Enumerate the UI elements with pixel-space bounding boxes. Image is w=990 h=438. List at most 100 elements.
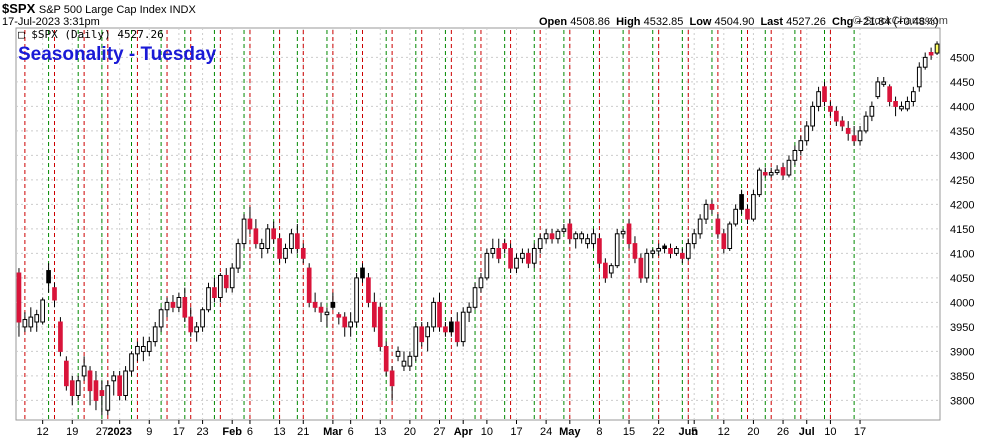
x-tick-label: Jun	[678, 426, 698, 438]
symbol: $SPX	[2, 1, 36, 16]
x-tick-label: 21	[297, 426, 309, 438]
y-tick-label: 4250	[950, 175, 974, 187]
candle-body	[259, 243, 265, 250]
last-label: Last	[760, 16, 784, 28]
candle-body	[129, 353, 134, 372]
candle-body	[751, 194, 756, 220]
x-tick-label: 20	[404, 426, 416, 438]
candle-body	[887, 86, 892, 103]
candle-body	[561, 228, 567, 232]
candle-body	[69, 380, 75, 396]
low-value: 4504.90	[714, 16, 755, 28]
candle-body	[383, 346, 389, 372]
y-tick-label: 4300	[950, 150, 974, 162]
candle-body	[502, 243, 507, 250]
candle-body	[34, 314, 40, 323]
candle-body	[223, 274, 229, 289]
candle-body	[638, 257, 644, 279]
candle-body	[656, 248, 661, 252]
x-tick-label: Feb	[222, 426, 242, 438]
x-tick-label: May	[559, 426, 581, 438]
x-tick-label: Mar	[323, 426, 343, 438]
candle-body	[703, 203, 709, 220]
last-value: 4527.26	[786, 16, 826, 28]
y-tick-label: 4100	[950, 248, 974, 260]
x-tick-label: 13	[374, 426, 386, 438]
candle-body	[786, 159, 792, 176]
candle-body	[330, 301, 336, 308]
ohlc-readout: Open 4508.86 High 4532.85 Low 4504.90 La…	[539, 16, 938, 28]
open-label: Open	[539, 16, 568, 28]
candle-body	[306, 267, 312, 303]
candle-body	[680, 252, 685, 259]
x-tick-label: 22	[653, 426, 665, 438]
candle-body	[146, 341, 152, 352]
candle-body	[668, 248, 673, 254]
candle-body	[401, 360, 407, 367]
candle-body	[419, 326, 425, 343]
candle-body	[443, 326, 448, 333]
candle-body	[810, 105, 815, 127]
candle-body	[881, 81, 887, 85]
candle-body	[413, 326, 419, 357]
candle-body	[247, 218, 253, 230]
candle-body	[928, 52, 934, 56]
x-tick-label: 8	[596, 426, 602, 438]
chg-value: +21.84 (+0.48%)	[856, 16, 939, 28]
candle-body	[798, 140, 804, 151]
x-tick-label: 17	[510, 426, 522, 438]
candle-body	[158, 309, 164, 328]
candle-body	[194, 326, 199, 333]
candle-body	[46, 270, 51, 284]
candle-body	[81, 365, 87, 377]
y-tick-label: 3900	[950, 346, 974, 358]
chart-datetime: 17-Jul-2023 3:31pm	[2, 16, 100, 28]
y-tick-label: 4000	[950, 297, 974, 309]
candle-body	[922, 56, 928, 68]
candle-body	[911, 91, 916, 102]
series-legend: □ $SPX (Daily) 4527.26	[18, 28, 164, 41]
x-tick-label: 27	[96, 426, 108, 438]
candle-body	[99, 390, 105, 397]
chart-grid	[15, 27, 941, 421]
candle-body	[573, 233, 579, 240]
candle-body	[620, 230, 626, 235]
candle-body	[650, 250, 656, 254]
x-tick-label: 15	[623, 426, 635, 438]
candle-body	[283, 248, 288, 259]
candle-body	[449, 321, 454, 333]
y-tick-label: 4150	[950, 224, 974, 236]
x-axis: 12 19 27 2023 9 17 23 Feb 6 13 21 Mar 6 13 20 27 Apr 10 17…	[37, 420, 866, 438]
candle-body	[395, 350, 401, 357]
candle-body	[229, 267, 235, 289]
candle-body	[585, 238, 590, 245]
candle-body	[614, 233, 620, 267]
candle-body	[715, 218, 721, 235]
candle-body	[117, 375, 122, 396]
candle-body	[762, 172, 768, 176]
candle-body	[93, 380, 99, 401]
candle-body	[591, 233, 596, 245]
candle-body	[366, 277, 371, 303]
candle-body	[555, 230, 561, 240]
candle-body	[360, 267, 365, 279]
x-tick-label: 24	[540, 426, 552, 438]
candle-body	[537, 238, 543, 249]
candle-body	[235, 243, 241, 269]
candle-body	[851, 135, 857, 142]
x-tick-label: 13	[273, 426, 285, 438]
candle-body	[271, 228, 276, 240]
candle-body	[626, 223, 632, 245]
candle-body	[916, 66, 922, 88]
candle-body	[721, 233, 727, 250]
candle-body	[318, 306, 324, 313]
candle-body	[632, 243, 638, 259]
x-tick-label: Jul	[799, 426, 815, 438]
candle-body	[780, 167, 786, 176]
candle-body	[277, 238, 282, 259]
candle-body	[567, 223, 573, 240]
candle-body	[490, 248, 496, 254]
candle-body	[893, 101, 898, 107]
candle-body	[152, 326, 158, 343]
candle-body	[454, 321, 460, 343]
